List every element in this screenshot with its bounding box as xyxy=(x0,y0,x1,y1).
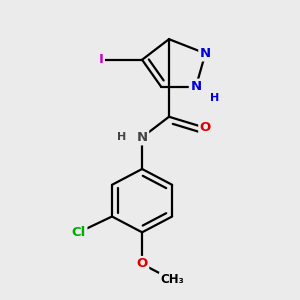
Text: N: N xyxy=(200,47,211,60)
Text: N: N xyxy=(190,80,202,93)
Text: CH₃: CH₃ xyxy=(160,273,184,286)
Text: Cl: Cl xyxy=(72,226,86,239)
Text: O: O xyxy=(136,257,148,271)
Text: H: H xyxy=(117,132,126,142)
Text: O: O xyxy=(200,121,211,134)
Text: N: N xyxy=(136,131,148,144)
Text: I: I xyxy=(98,53,104,66)
Text: H: H xyxy=(210,93,220,103)
